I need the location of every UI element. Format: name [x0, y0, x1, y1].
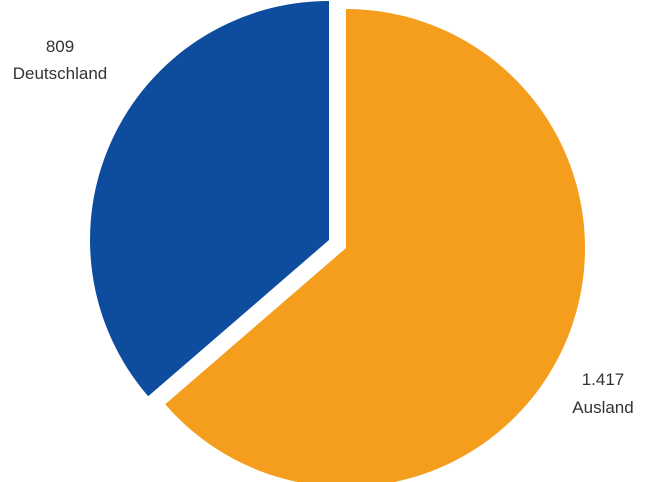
pie-slice-deutschland: [90, 1, 329, 397]
slice-value-label-deutschland: 809: [46, 37, 74, 56]
pie-slice-ausland: [165, 9, 585, 482]
slice-name-label-deutschland: Deutschland: [13, 64, 108, 83]
slice-value-label-ausland: 1.417: [582, 370, 625, 389]
slice-name-label-ausland: Ausland: [572, 398, 633, 417]
